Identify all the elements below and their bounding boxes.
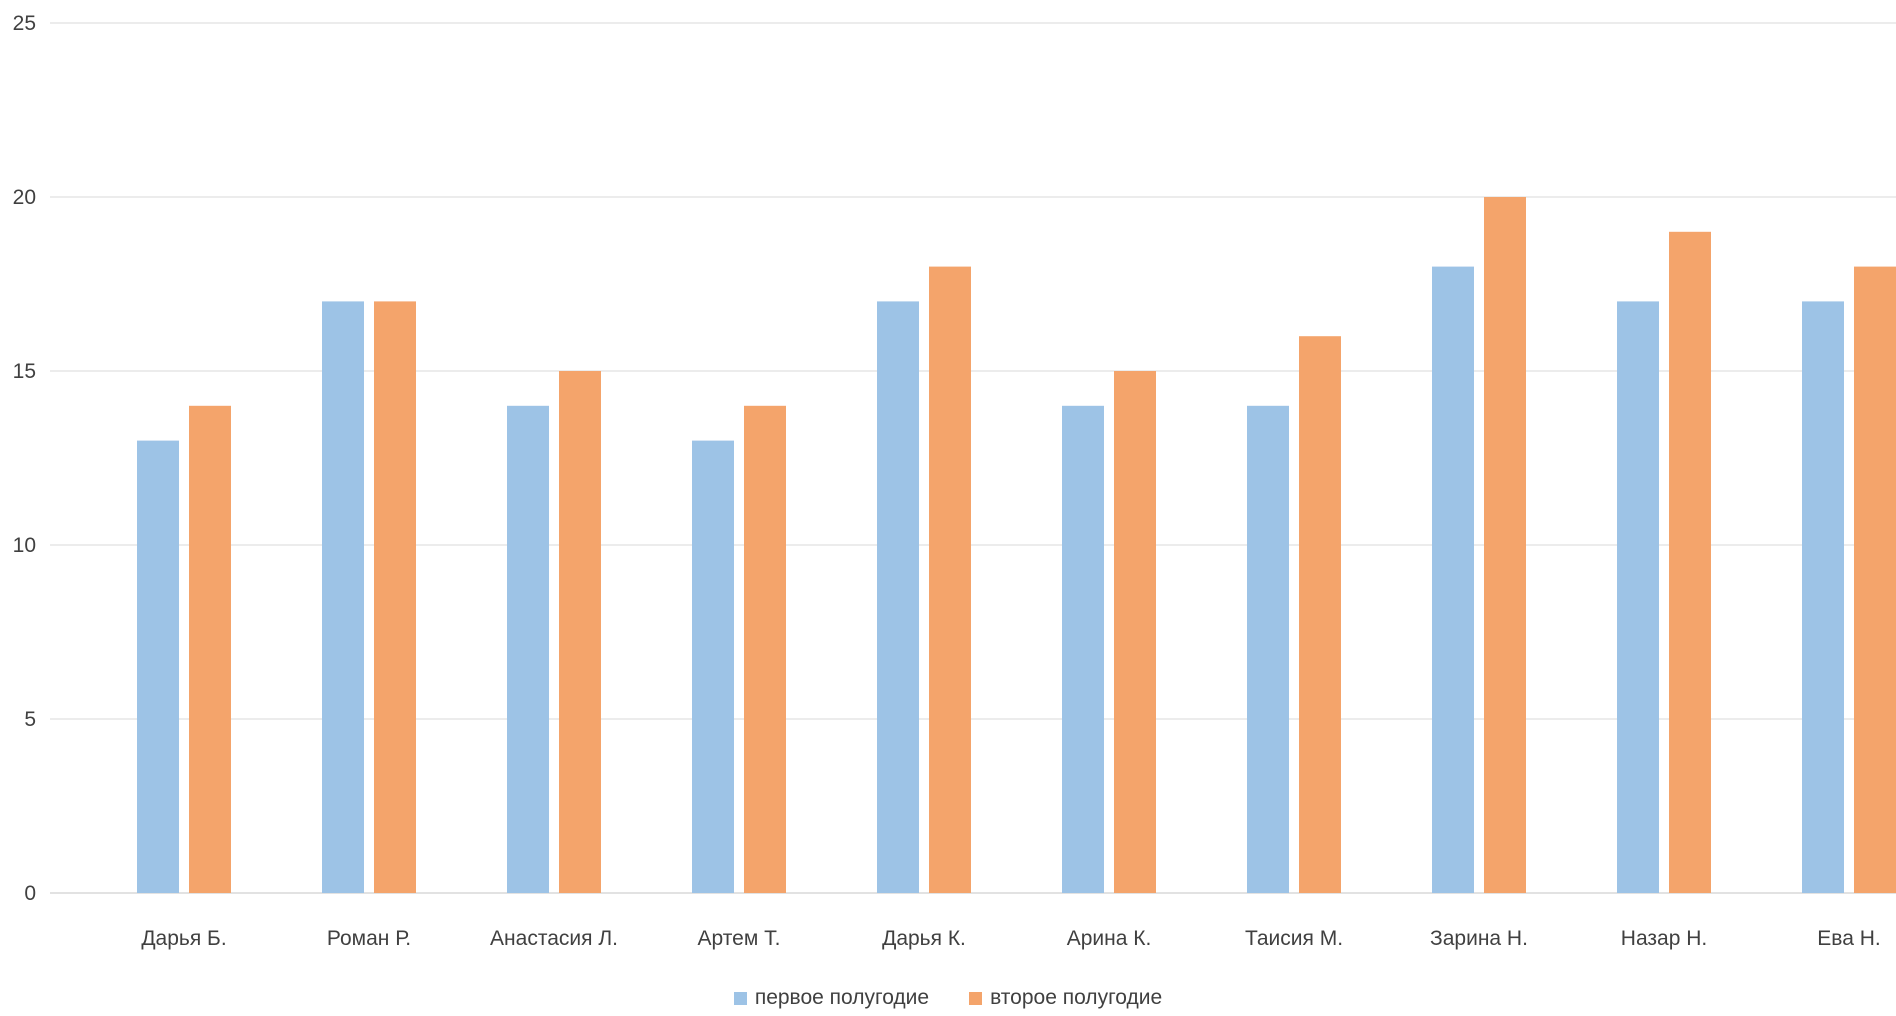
bar-series-2 <box>1484 197 1526 893</box>
bar-series-2 <box>1854 266 1896 894</box>
bar-series-1 <box>1617 301 1659 893</box>
x-category-label: Назар Н. <box>1621 927 1707 950</box>
x-category-label: Таисия М. <box>1245 927 1343 950</box>
x-category-label: Ева Н. <box>1817 927 1880 950</box>
y-tick-label: 25 <box>13 12 36 35</box>
x-category-label: Зарина Н. <box>1430 927 1528 950</box>
bar-series-2 <box>744 405 786 893</box>
legend-item-series-1: первое полугодие <box>733 986 930 1010</box>
legend-swatch-series-2 <box>969 991 983 1005</box>
bar-series-2 <box>1669 231 1711 894</box>
bar-series-2 <box>1114 371 1156 893</box>
x-category-label: Арина К. <box>1067 927 1152 950</box>
y-axis-tick-labels: 0 5 10 15 20 25 <box>13 12 36 905</box>
legend-swatch-series-1 <box>733 991 747 1005</box>
x-category-label: Артем Т. <box>698 927 781 950</box>
x-axis-category-labels: Дарья Б. Роман Р. Анастасия Л. Артем Т. Дарь… <box>141 927 1880 950</box>
x-category-label: Дарья Б. <box>141 927 226 950</box>
bar-series-2 <box>559 371 601 893</box>
bar-series-2 <box>374 301 416 893</box>
bar-series-1 <box>507 405 549 893</box>
bar-series-2 <box>189 405 231 893</box>
x-category-label: Дарья К. <box>882 927 966 950</box>
bar-series-1 <box>1432 266 1474 894</box>
bars <box>137 197 1896 894</box>
bar-series-1 <box>322 301 364 893</box>
y-tick-label: 0 <box>24 882 36 905</box>
y-tick-label: 15 <box>13 360 36 383</box>
bar-series-1 <box>1062 405 1104 893</box>
bar-series-2 <box>929 266 971 894</box>
bar-series-1 <box>1802 301 1844 893</box>
x-category-label: Анастасия Л. <box>490 927 618 950</box>
bar-series-1 <box>877 301 919 893</box>
bar-series-1 <box>137 440 179 893</box>
x-category-label: Роман Р. <box>327 927 411 950</box>
y-tick-label: 20 <box>13 186 36 209</box>
legend-item-series-2: второе полугодие <box>969 986 1162 1010</box>
y-tick-label: 10 <box>13 534 36 557</box>
bar-series-1 <box>692 440 734 893</box>
legend-label-series-1: первое полугодие <box>754 986 930 1009</box>
legend-label-series-2: второе полугодие <box>990 986 1163 1009</box>
y-tick-label: 5 <box>24 708 36 731</box>
legend: первое полугодие второе полугодие <box>0 986 1896 1010</box>
bar-series-2 <box>1299 336 1341 893</box>
bar-series-1 <box>1247 405 1289 893</box>
